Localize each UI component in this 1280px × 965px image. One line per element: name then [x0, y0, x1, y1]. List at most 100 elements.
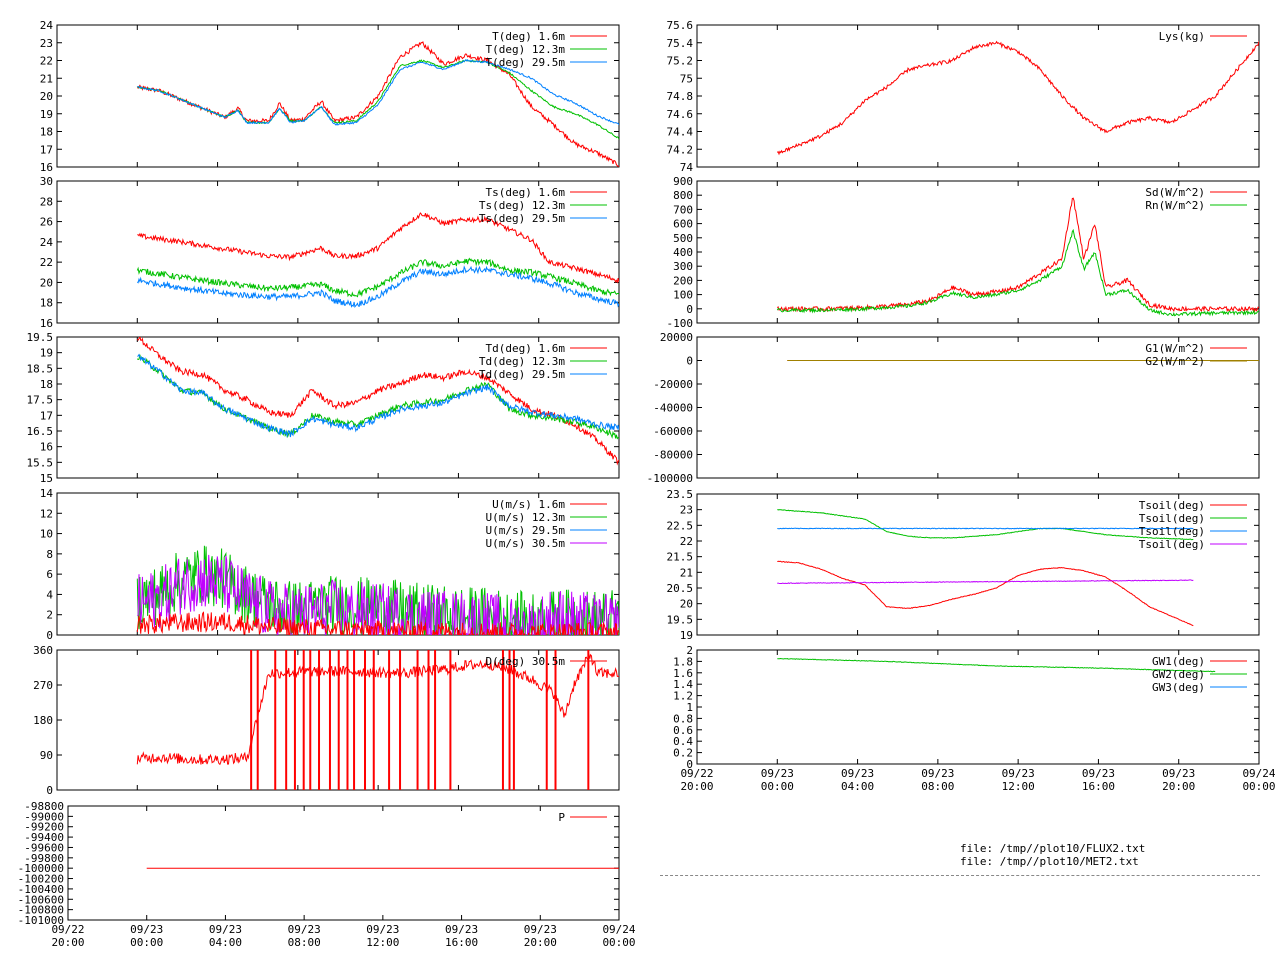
x-tick-label: 04:00	[209, 936, 242, 949]
x-tick-label: 09/23	[209, 923, 242, 936]
x-tick-label: 08:00	[288, 936, 321, 949]
y-tick-label: 270	[33, 679, 53, 692]
series-line-1	[777, 657, 1216, 673]
y-tick-label: -99600	[24, 841, 64, 854]
x-tick-label: 09/23	[366, 923, 399, 936]
legend-label: P	[558, 811, 565, 824]
legend-label: GW1(deg)	[1152, 655, 1205, 668]
legend-label: G1(W/m^2)	[1145, 342, 1205, 355]
y-tick-label: -40000	[653, 402, 693, 415]
y-tick-label: 18	[40, 126, 53, 139]
y-tick-label: 30	[40, 175, 53, 188]
y-tick-label: 12	[40, 507, 53, 520]
y-tick-label: 19.5	[27, 331, 54, 344]
y-tick-label: 24	[40, 236, 54, 249]
y-tick-label: 600	[673, 218, 693, 231]
y-tick-label: 22	[40, 55, 53, 68]
x-tick-label: 00:00	[761, 780, 794, 793]
x-tick-label: 20:00	[51, 936, 84, 949]
y-tick-label: 0	[686, 303, 693, 316]
legend-label: GW2(deg)	[1152, 668, 1205, 681]
x-tick-label: 09/23	[1162, 767, 1195, 780]
series-line-1	[136, 59, 619, 140]
series-line-2	[137, 353, 619, 438]
series-line-1	[136, 257, 619, 298]
y-tick-label: 75.4	[667, 37, 694, 50]
y-tick-label: 2	[46, 609, 53, 622]
file-list: file: /tmp//plot10/FLUX2.txt file: /tmp/…	[960, 842, 1145, 868]
plot-frame	[56, 492, 620, 636]
x-tick-label: 20:00	[524, 936, 557, 949]
y-tick-label: 23	[680, 504, 693, 517]
y-tick-label: 74.6	[667, 108, 694, 121]
y-tick-label: 21	[680, 566, 693, 579]
series-line-0	[776, 40, 1259, 156]
y-tick-label: 100	[673, 289, 693, 302]
y-tick-label: 360	[33, 644, 53, 657]
y-tick-label: 1.2	[673, 690, 693, 703]
y-tick-label: 75.2	[667, 55, 694, 68]
x-tick-label: 09/23	[921, 767, 954, 780]
y-tick-label: 6	[46, 568, 53, 581]
x-tick-label: 09/23	[130, 923, 163, 936]
y-tick-label: 21	[40, 72, 53, 85]
legend-label: T(deg) 12.3m	[486, 43, 566, 56]
plot-frame	[56, 180, 620, 324]
plot-frame	[67, 805, 620, 921]
legend-label: Sd(W/m^2)	[1145, 186, 1205, 199]
y-tick-label: 1.4	[673, 678, 693, 691]
y-tick-label: 16	[40, 441, 53, 454]
y-tick-label: 0.4	[673, 735, 693, 748]
y-tick-label: 20	[680, 598, 693, 611]
file-line: file: /tmp//plot10/MET2.txt	[960, 855, 1139, 868]
y-tick-label: 19	[40, 108, 53, 121]
y-tick-label: 17	[40, 409, 53, 422]
y-tick-label: 15.5	[27, 456, 54, 469]
y-tick-label: 0	[46, 629, 53, 642]
series-line-2	[137, 58, 619, 126]
x-tick-label: 09/23	[288, 923, 321, 936]
panel-tsoil: 19 19.5 20 20.5 21 21.5 22 22.5 23 23.5 Tsoil(deg)…	[667, 488, 1260, 642]
y-tick-label: 20.5	[667, 582, 694, 595]
y-tick-label: -80000	[653, 449, 693, 462]
y-tick-label: 17.5	[27, 394, 54, 407]
legend-label: Tsoil(deg)	[1139, 525, 1205, 538]
panel-t: 16 17 18 19 20 21 22 23 24 T(deg) 1.6mT(deg) 12.3…	[40, 19, 620, 174]
y-tick-label: 75.6	[667, 19, 694, 32]
panel-d: 0 90 180 270 360 D(deg) 30.5m	[33, 644, 620, 797]
y-tick-label: 90	[40, 749, 53, 762]
legend-label: Tsoil(deg)	[1139, 499, 1205, 512]
y-tick-label: 22	[40, 256, 53, 269]
y-tick-label: 20	[40, 90, 53, 103]
legend-label: U(m/s) 1.6m	[492, 498, 565, 511]
panel-lys: 74 74.2 74.4 74.6 74.8 75 75.2 75.4 75.6 Lys(kg)	[667, 19, 1260, 174]
y-tick-label: 0.6	[673, 724, 693, 737]
x-tick-label: 20:00	[1162, 780, 1195, 793]
data-layer	[136, 40, 619, 167]
panel-g: -100000 -80000 -60000 -40000 -20000 0 20000 G1(…	[647, 331, 1260, 485]
y-tick-label: -20000	[653, 378, 693, 391]
y-tick-label: 23	[40, 37, 53, 50]
x-tick-label: 08:00	[921, 780, 954, 793]
y-tick-label: -99200	[24, 821, 64, 834]
y-tick-label: -100400	[18, 883, 64, 896]
y-tick-label: -60000	[653, 425, 693, 438]
x-tick-label: 09/24	[1242, 767, 1275, 780]
x-tick-label: 16:00	[1082, 780, 1115, 793]
x-tick-label: 12:00	[1002, 780, 1035, 793]
x-tick-label: 04:00	[841, 780, 874, 793]
series-line-2	[777, 527, 1194, 530]
series-line-0	[136, 337, 619, 466]
y-tick-label: 1.6	[673, 667, 693, 680]
legend-label: T(deg) 29.5m	[486, 56, 566, 69]
y-tick-label: -101000	[18, 914, 64, 927]
y-tick-label: 14	[40, 487, 54, 500]
y-tick-label: 18.5	[27, 362, 54, 375]
x-tick-label: 09/23	[841, 767, 874, 780]
y-tick-label: 20000	[660, 331, 693, 344]
panel-p: -101000-100800-100600-100400-100200-1000…	[18, 800, 636, 949]
y-tick-label: 1	[686, 701, 693, 714]
